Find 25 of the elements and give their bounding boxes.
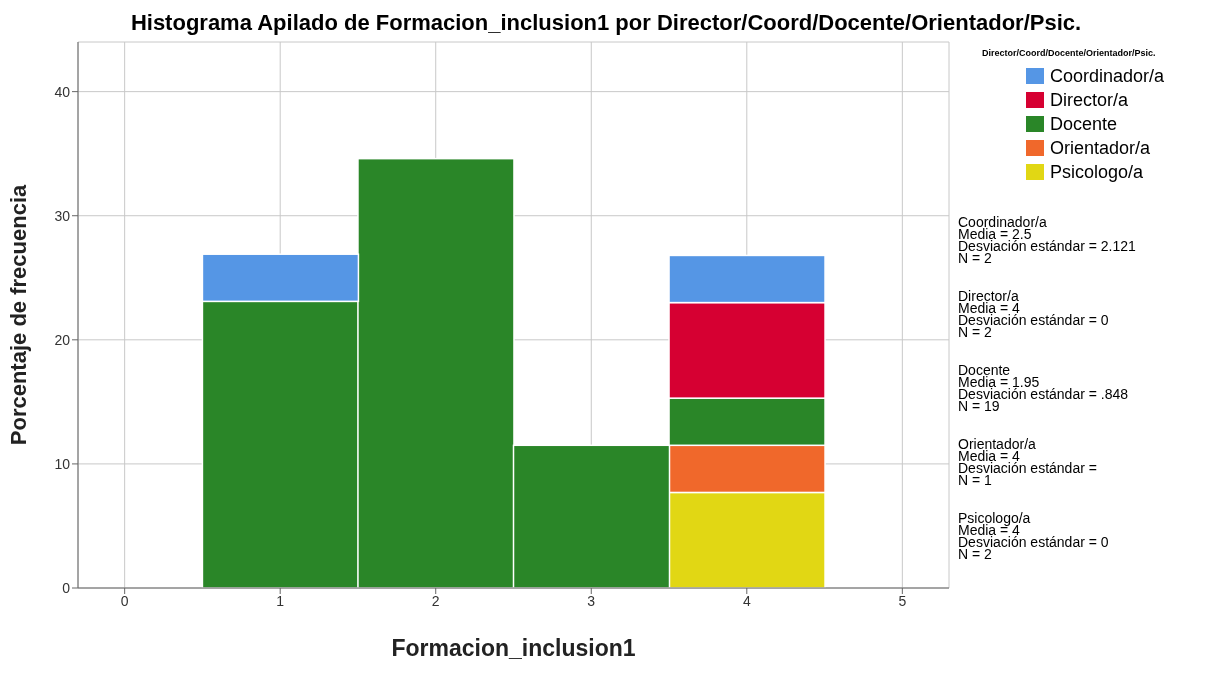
y-tick-label: 0 (62, 579, 71, 596)
y-tick-label: 10 (54, 455, 71, 472)
legend-label: Docente (1050, 113, 1118, 135)
y-axis-title: Porcentaje de frecuencia (5, 184, 31, 446)
x-tick-label: 2 (431, 592, 440, 609)
x-tick-label: 0 (120, 592, 129, 609)
chart-title: Histograma Apilado de Formacion_inclusion1 por Director/Coord/Docente/Orientador/Psic. (129, 10, 1083, 36)
y-tick-label: 20 (54, 331, 71, 348)
text: Coordinador/a Media = 2.5 Desviación estándar = 2.121 N = 2 (958, 214, 1136, 266)
y-tick-label: 40 (54, 83, 71, 100)
legend-label: Coordinador/a (1050, 65, 1165, 87)
legend-label: Psicologo/a (1050, 161, 1144, 183)
text: Psicologo/a Media = 4 Desviación estándar = 0 N = 2 (958, 510, 1110, 562)
x-tick-label: 1 (276, 592, 285, 609)
legend-label: Director/a (1050, 89, 1129, 111)
x-tick-label: 3 (587, 592, 596, 609)
x-tick-label: 4 (742, 592, 751, 609)
text: Orientador/a Media = 4 Desviación estándar = N = 1 (958, 436, 1098, 488)
text: Docente Media = 1.95 Desviación estándar = .848 N = 19 (958, 362, 1130, 414)
legend-title: Director/Coord/Docente/Orientador/Psic. (982, 48, 1157, 58)
text: Director/a Media = 4 Desviación estándar = 0 N = 2 (958, 288, 1110, 340)
x-axis-title: Formacion_inclusion1 (391, 635, 636, 661)
y-tick-label: 30 (54, 207, 71, 224)
x-tick-label: 5 (898, 592, 907, 609)
legend-label: Orientador/a (1050, 137, 1151, 159)
